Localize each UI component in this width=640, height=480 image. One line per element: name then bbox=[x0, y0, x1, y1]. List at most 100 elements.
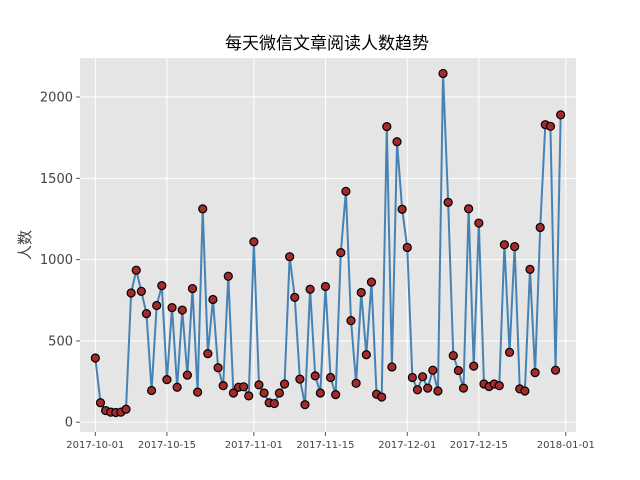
data-point bbox=[146, 385, 157, 396]
data-point bbox=[208, 294, 218, 305]
data-point bbox=[203, 349, 213, 359]
data-point bbox=[300, 400, 310, 410]
x-axis-ticks: 2017-10-01 2017-10-15 2017-11-01 2017-11-15… bbox=[66, 432, 595, 451]
data-point bbox=[428, 365, 438, 375]
x-tick-label: 2018-01-01 bbox=[537, 440, 595, 451]
data-point bbox=[121, 404, 131, 414]
data-point bbox=[295, 374, 305, 384]
data-point bbox=[126, 288, 136, 298]
data-point bbox=[331, 390, 341, 400]
data-point bbox=[290, 292, 300, 302]
data-point bbox=[499, 240, 510, 250]
y-tick-label: 500 bbox=[48, 334, 73, 349]
data-point bbox=[438, 68, 448, 79]
data-point bbox=[95, 398, 106, 408]
data-point bbox=[356, 287, 366, 298]
data-point bbox=[223, 271, 233, 281]
y-axis-label: 人数 bbox=[16, 230, 34, 260]
data-point bbox=[279, 379, 290, 389]
data-point bbox=[198, 204, 208, 214]
data-point bbox=[162, 375, 172, 385]
data-point bbox=[325, 372, 336, 383]
data-point bbox=[249, 237, 259, 247]
x-tick-label: 2017-10-01 bbox=[66, 440, 124, 451]
x-tick-label: 2017-12-15 bbox=[450, 440, 508, 451]
data-point bbox=[453, 365, 463, 376]
data-point bbox=[336, 248, 346, 258]
data-point bbox=[545, 121, 556, 131]
data-point bbox=[402, 242, 412, 253]
data-point bbox=[423, 383, 433, 393]
data-point bbox=[464, 204, 474, 214]
data-point bbox=[520, 386, 530, 396]
x-tick-label: 2017-10-15 bbox=[138, 440, 196, 451]
data-point bbox=[433, 386, 443, 396]
data-point bbox=[320, 281, 331, 292]
data-point bbox=[535, 222, 545, 233]
data-point bbox=[397, 204, 407, 214]
data-point bbox=[556, 110, 566, 120]
data-point bbox=[259, 388, 269, 398]
data-point bbox=[182, 370, 192, 380]
data-point bbox=[141, 309, 152, 319]
data-point bbox=[239, 382, 249, 392]
data-point bbox=[187, 283, 198, 294]
data-point bbox=[177, 305, 187, 315]
data-point bbox=[387, 362, 397, 372]
data-point bbox=[157, 281, 167, 291]
data-point bbox=[418, 372, 428, 382]
data-point bbox=[315, 388, 325, 398]
data-point bbox=[244, 391, 254, 401]
y-tick-label: 1000 bbox=[40, 253, 73, 268]
data-point bbox=[218, 381, 228, 391]
data-point bbox=[269, 398, 279, 409]
data-point bbox=[254, 380, 264, 390]
chart-title: 每天微信文章阅读人数趋势 bbox=[225, 34, 429, 54]
data-point bbox=[136, 286, 146, 296]
y-tick-label: 2000 bbox=[40, 91, 73, 106]
data-point bbox=[341, 186, 351, 196]
data-point bbox=[458, 383, 469, 393]
data-point bbox=[530, 368, 540, 378]
data-point bbox=[152, 300, 162, 311]
data-point bbox=[377, 392, 387, 402]
data-point bbox=[474, 218, 484, 228]
y-axis-ticks: 0 500 1000 1500 2000 bbox=[40, 91, 80, 431]
y-tick-label: 0 bbox=[65, 416, 73, 431]
series-line bbox=[94, 73, 562, 414]
data-point bbox=[366, 277, 377, 287]
data-point bbox=[346, 316, 356, 326]
data-points bbox=[90, 68, 566, 418]
data-point bbox=[443, 197, 453, 207]
data-point bbox=[274, 388, 285, 398]
data-point bbox=[469, 361, 479, 371]
data-point bbox=[213, 363, 223, 373]
data-point bbox=[392, 137, 402, 147]
data-point bbox=[90, 353, 100, 363]
data-point bbox=[172, 382, 182, 392]
data-point bbox=[285, 252, 295, 262]
x-tick-label: 2017-12-01 bbox=[378, 440, 436, 451]
y-tick-label: 1500 bbox=[40, 172, 73, 187]
data-point bbox=[382, 122, 392, 132]
data-point bbox=[228, 388, 238, 398]
data-point bbox=[504, 347, 515, 357]
data-point bbox=[550, 365, 561, 375]
data-point bbox=[510, 242, 520, 252]
data-point bbox=[525, 264, 535, 274]
data-point bbox=[305, 284, 315, 294]
data-point bbox=[193, 387, 203, 397]
plot-area bbox=[80, 58, 576, 432]
data-point bbox=[448, 350, 458, 361]
data-point bbox=[310, 371, 320, 381]
x-tick-label: 2017-11-15 bbox=[296, 440, 354, 451]
data-point bbox=[167, 303, 177, 313]
data-point bbox=[494, 381, 504, 391]
data-point bbox=[361, 350, 371, 360]
data-point bbox=[131, 265, 141, 275]
data-point bbox=[412, 385, 423, 395]
data-point bbox=[351, 378, 361, 388]
x-tick-label: 2017-11-01 bbox=[225, 440, 283, 451]
data-point bbox=[407, 372, 417, 383]
